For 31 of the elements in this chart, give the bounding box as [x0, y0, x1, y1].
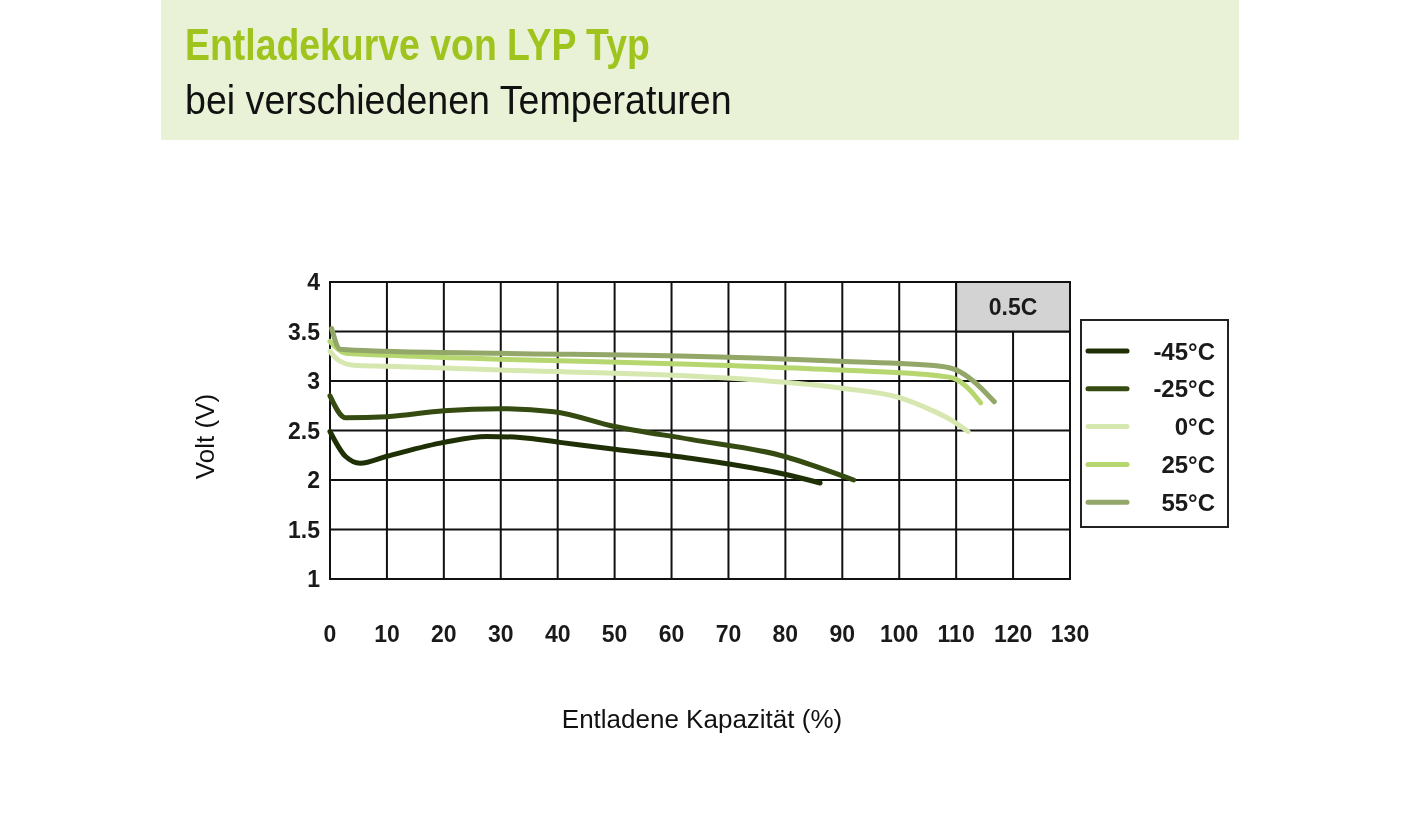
x-tick-label: 100 [880, 621, 919, 647]
x-tick-label: 30 [487, 621, 514, 647]
x-tick-label: 40 [544, 621, 571, 647]
y-tick-label: 1 [307, 566, 321, 593]
y-tick-label: 3 [307, 368, 320, 395]
legend-label: 0°C [1174, 413, 1215, 441]
x-tick-label: 70 [715, 621, 742, 647]
y-tick-label: 3.5 [288, 318, 321, 345]
x-tick-label: 0 [323, 621, 337, 647]
x-tick-label: 50 [601, 621, 628, 647]
annotation: 0.5C [988, 294, 1038, 321]
x-tick-label: 60 [658, 621, 685, 647]
y-tick-label: 2 [307, 467, 320, 494]
x-tick-label: 90 [829, 621, 856, 647]
x-axis-title: Entladene Kapazität (%) [561, 704, 843, 734]
x-tick-label: 20 [431, 621, 457, 647]
legend-label: -25°C [1153, 375, 1215, 403]
x-tick-label: 110 [937, 621, 975, 647]
y-tick-label: 2.5 [288, 417, 321, 444]
y-axis-title: Volt (V) [190, 393, 220, 480]
legend-label: 25°C [1161, 451, 1215, 479]
legend-label: -45°C [1153, 337, 1215, 365]
x-tick-label: 10 [374, 621, 400, 647]
x-tick-label: 80 [772, 621, 799, 647]
chart-subtitle: bei verschiedenen Temperaturen [185, 77, 732, 123]
y-tick-label: 1.5 [288, 516, 321, 543]
y-tick-label: 4 [307, 269, 321, 296]
x-tick-label: 120 [993, 621, 1033, 647]
x-tick-label: 130 [1050, 621, 1090, 647]
legend-label: 55°C [1161, 488, 1215, 516]
chart-title: Entladekurve von LYP Typ [185, 20, 650, 70]
